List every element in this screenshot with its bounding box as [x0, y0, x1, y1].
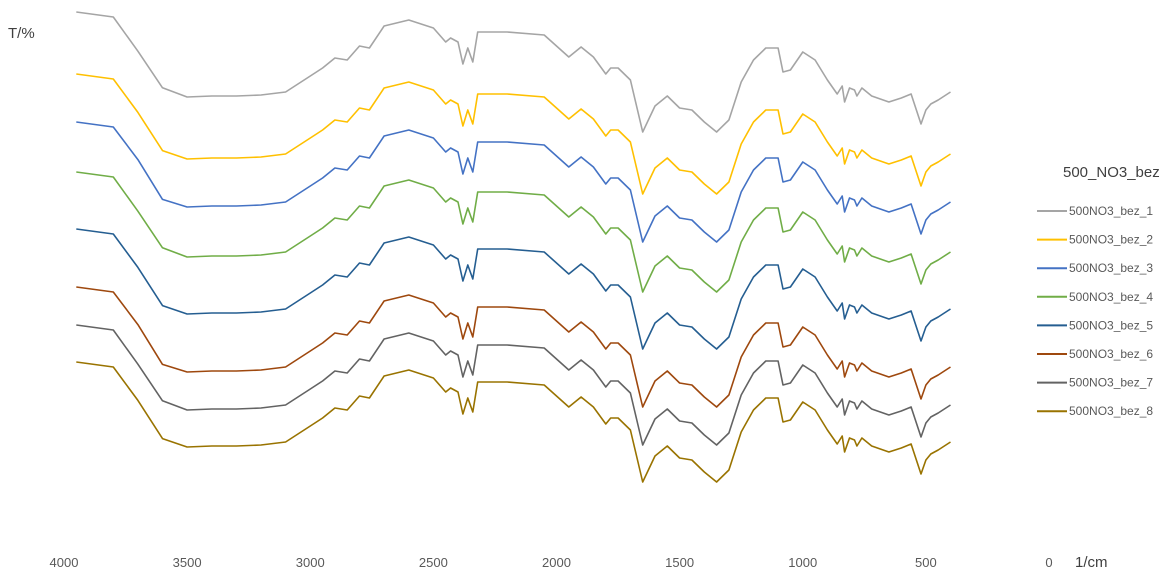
- legend-label: 500NO3_bez_4: [1069, 290, 1153, 304]
- legend-label: 500NO3_bez_7: [1069, 376, 1153, 390]
- x-tick-label: 0: [1045, 555, 1052, 570]
- series-line-2: [76, 73, 951, 195]
- x-tick-label: 2500: [419, 555, 448, 570]
- series-line-3: [76, 121, 951, 243]
- x-tick-label: 2000: [542, 555, 571, 570]
- series-line-8: [76, 361, 951, 483]
- series-line-5: [76, 228, 951, 350]
- series-line-7: [76, 324, 951, 446]
- series-line-1: [76, 11, 951, 133]
- x-tick-label: 500: [915, 555, 937, 570]
- x-tick-label: 3500: [173, 555, 202, 570]
- legend-label: 500NO3_bez_6: [1069, 347, 1153, 361]
- series-line-4: [76, 171, 951, 293]
- x-tick-label: 1500: [665, 555, 694, 570]
- x-axis-ticks: 4000 3500 3000 2500 2000 1500 1000 500 0: [50, 555, 1053, 570]
- legend-label: 500NO3_bez_3: [1069, 261, 1153, 275]
- series-line-6: [76, 286, 951, 408]
- plot-area: [76, 11, 951, 483]
- legend-label: 500NO3_bez_1: [1069, 204, 1153, 218]
- x-tick-label: 4000: [50, 555, 79, 570]
- legend-label: 500NO3_bez_8: [1069, 404, 1153, 418]
- x-tick-label: 3000: [296, 555, 325, 570]
- legend: 500NO3_bez_1 500NO3_bez_2 500NO3_bez_3 500N…: [1037, 204, 1153, 418]
- y-axis-label: T/%: [8, 25, 35, 42]
- legend-title: 500_NO3_bez: [1063, 164, 1160, 181]
- x-axis-label: 1/cm: [1075, 554, 1108, 571]
- legend-label: 500NO3_bez_2: [1069, 233, 1153, 247]
- legend-label: 500NO3_bez_5: [1069, 318, 1153, 332]
- x-tick-label: 1000: [788, 555, 817, 570]
